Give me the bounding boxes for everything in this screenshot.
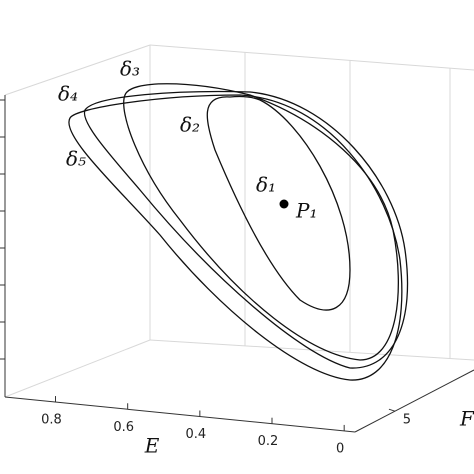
box-edge — [4, 44, 151, 96]
x-tick-label: 0.6 — [113, 420, 134, 435]
x-tick-label: 0.4 — [186, 427, 207, 442]
annotation: δ₃ — [120, 57, 140, 81]
y-tick-label: 5 — [403, 413, 411, 428]
x-tick-label: 0.8 — [41, 413, 62, 428]
box-edge — [149, 44, 474, 71]
curve-delta2 — [206, 95, 351, 311]
y-axis-label: F — [459, 407, 474, 431]
annotation: δ₁ — [256, 173, 276, 197]
curve-delta5 — [68, 94, 403, 381]
point-p1 — [279, 199, 289, 209]
x-axis-label: E — [144, 434, 160, 458]
x-axis — [4, 396, 356, 433]
y-axis — [354, 369, 474, 433]
z-ticks — [0, 99, 5, 360]
x-tick-label: 0 — [336, 441, 344, 456]
annotation: P₁ — [295, 199, 317, 223]
annotation: δ₅ — [66, 147, 86, 171]
annotation: δ₄ — [58, 82, 78, 106]
annotation: δ₂ — [180, 113, 200, 137]
x-tick-label: 0.2 — [258, 434, 279, 449]
box-edge — [4, 339, 151, 398]
y-tick — [388, 408, 396, 412]
curve-delta3 — [123, 83, 400, 361]
curve-delta4 — [83, 90, 409, 369]
